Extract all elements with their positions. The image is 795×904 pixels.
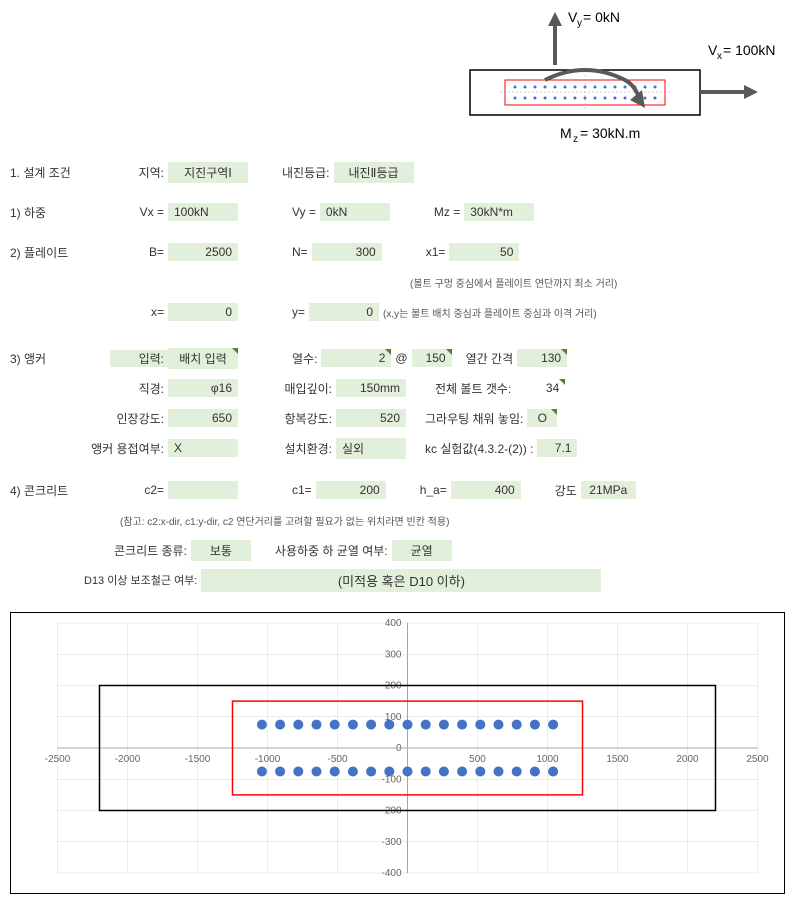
anchor-title: 3) 앵커 [10, 350, 110, 367]
at-label: @ [391, 351, 411, 365]
rebar-value[interactable]: (미적용 혹은 D10 이하) [201, 569, 601, 592]
b-value[interactable]: 2500 [168, 243, 238, 261]
env-value[interactable]: 실외 [336, 438, 406, 459]
x1-value[interactable]: 50 [449, 243, 519, 261]
total-label: 전체 볼트 갯수: [431, 380, 515, 397]
yield-value[interactable]: 520 [336, 409, 406, 427]
type-label: 콘크리트 종류: [110, 542, 191, 559]
svg-text:-500: -500 [327, 754, 347, 765]
svg-text:-2500: -2500 [45, 754, 71, 765]
tens-label: 인장강도: [100, 410, 168, 427]
svg-text:1000: 1000 [536, 754, 559, 765]
embed-value[interactable]: 150mm [336, 379, 406, 397]
grout-label: 그라우팅 채워 놓임: [421, 410, 527, 427]
vy-label: Vy = [288, 205, 320, 219]
vx-value[interactable]: 100kN [168, 203, 238, 221]
svg-text:x: x [717, 51, 722, 62]
mz-label: Mz = [430, 205, 464, 219]
x1-note: (볼트 구멍 중심에서 플레이트 연단까지 최소 거리) [410, 275, 617, 290]
ha-value[interactable]: 400 [451, 481, 521, 499]
colspace-label: 열간 간격 [462, 350, 518, 367]
y-value[interactable]: 0 [309, 303, 379, 321]
b-label: B= [110, 245, 168, 259]
vx-label: Vx = [110, 205, 168, 219]
svg-text:-300: -300 [381, 837, 401, 848]
svg-text:500: 500 [469, 754, 486, 765]
yield-label: 항복강도: [268, 410, 336, 427]
c1-value[interactable]: 200 [316, 481, 386, 499]
c2-label: c2= [110, 483, 168, 497]
svg-text:M: M [560, 125, 572, 141]
str-label: 강도 [551, 482, 581, 499]
y-note: (x,y는 볼트 배치 중심과 플레이트 중심과 이격 거리) [383, 305, 597, 320]
y-label: y= [288, 305, 309, 319]
type-value[interactable]: 보통 [191, 540, 251, 561]
input-value[interactable]: 배치 입력 [168, 348, 238, 369]
region-value[interactable]: 지진구역Ⅰ [168, 162, 248, 183]
c2-value[interactable] [168, 481, 238, 499]
svg-text:-400: -400 [381, 868, 401, 879]
svg-text:y: y [577, 18, 582, 29]
colspace-value[interactable]: 130 [517, 349, 567, 367]
loads-title: 1) 하중 [10, 204, 110, 221]
crack-value[interactable]: 균열 [392, 540, 452, 561]
dia-value[interactable]: φ16 [168, 379, 238, 397]
weld-label: 앵커 용접여부: [70, 440, 168, 457]
grout-value[interactable]: O [527, 409, 557, 427]
svg-text:= 100kN: = 100kN [723, 42, 776, 58]
weld-value[interactable]: X [168, 439, 238, 457]
svg-text:-2000: -2000 [115, 754, 141, 765]
rebar-label: D13 이상 보조철근 여부: [80, 572, 201, 588]
concrete-note: (참고: c2:x-dir, c1:y-dir, c2 연단거리를 고려할 필요… [120, 513, 449, 528]
svg-text:= 30kN.m: = 30kN.m [580, 125, 640, 141]
x1-label: x1= [422, 245, 450, 259]
sec1-title: 1. 설계 조건 [10, 164, 110, 181]
cols-value[interactable]: 2 [321, 349, 391, 367]
layout-chart: -2500 -2000 -1500 -1000 -500 500 1000 1500 2000 2… [10, 612, 785, 894]
cols-label: 열수: [288, 350, 321, 367]
svg-text:2500: 2500 [746, 754, 769, 765]
mz-value[interactable]: 30kN*m [464, 203, 534, 221]
svg-text:400: 400 [385, 618, 402, 629]
svg-text:2000: 2000 [676, 754, 699, 765]
n-label: N= [288, 245, 312, 259]
x-value[interactable]: 0 [168, 303, 238, 321]
design-form: 1. 설계 조건 지역: 지진구역Ⅰ 내진등급: 내진Ⅱ등급 1) 하중 Vx … [10, 160, 785, 592]
svg-text:1500: 1500 [606, 754, 629, 765]
input-label: 입력: [110, 350, 168, 367]
svg-text:-1000: -1000 [255, 754, 281, 765]
svg-text:-1500: -1500 [185, 754, 211, 765]
kc-value[interactable]: 7.1 [537, 439, 577, 457]
svg-text:z: z [573, 134, 578, 145]
region-label: 지역: [110, 164, 168, 181]
crack-label: 사용하중 하 균열 여부: [271, 542, 392, 559]
vy-value[interactable]: 0kN [320, 203, 390, 221]
total-value: 34 [515, 379, 565, 397]
str-value[interactable]: 21MPa [581, 481, 636, 499]
dia-label: 직경: [110, 380, 168, 397]
grade-value[interactable]: 내진Ⅱ등급 [334, 162, 414, 183]
svg-text:-100: -100 [381, 774, 401, 785]
env-label: 설치환경: [268, 440, 336, 457]
at-value[interactable]: 150 [412, 349, 452, 367]
embed-label: 매입깊이: [268, 380, 336, 397]
grade-label: 내진등급: [278, 164, 334, 181]
tens-value[interactable]: 650 [168, 409, 238, 427]
ha-label: h_a= [416, 483, 451, 497]
plate-title: 2) 플레이트 [10, 244, 110, 261]
c1-label: c1= [288, 483, 316, 497]
svg-text:= 0kN: = 0kN [583, 10, 620, 25]
kc-label: kc 실험값(4.3.2-(2)) : [421, 440, 537, 457]
concrete-title: 4) 콘크리트 [10, 482, 110, 499]
x-label: x= [110, 305, 168, 319]
svg-text:300: 300 [385, 649, 402, 660]
force-diagram: V y = 0kN V x = 100kN M z = 30kN.m [450, 10, 785, 150]
n-value[interactable]: 300 [312, 243, 382, 261]
